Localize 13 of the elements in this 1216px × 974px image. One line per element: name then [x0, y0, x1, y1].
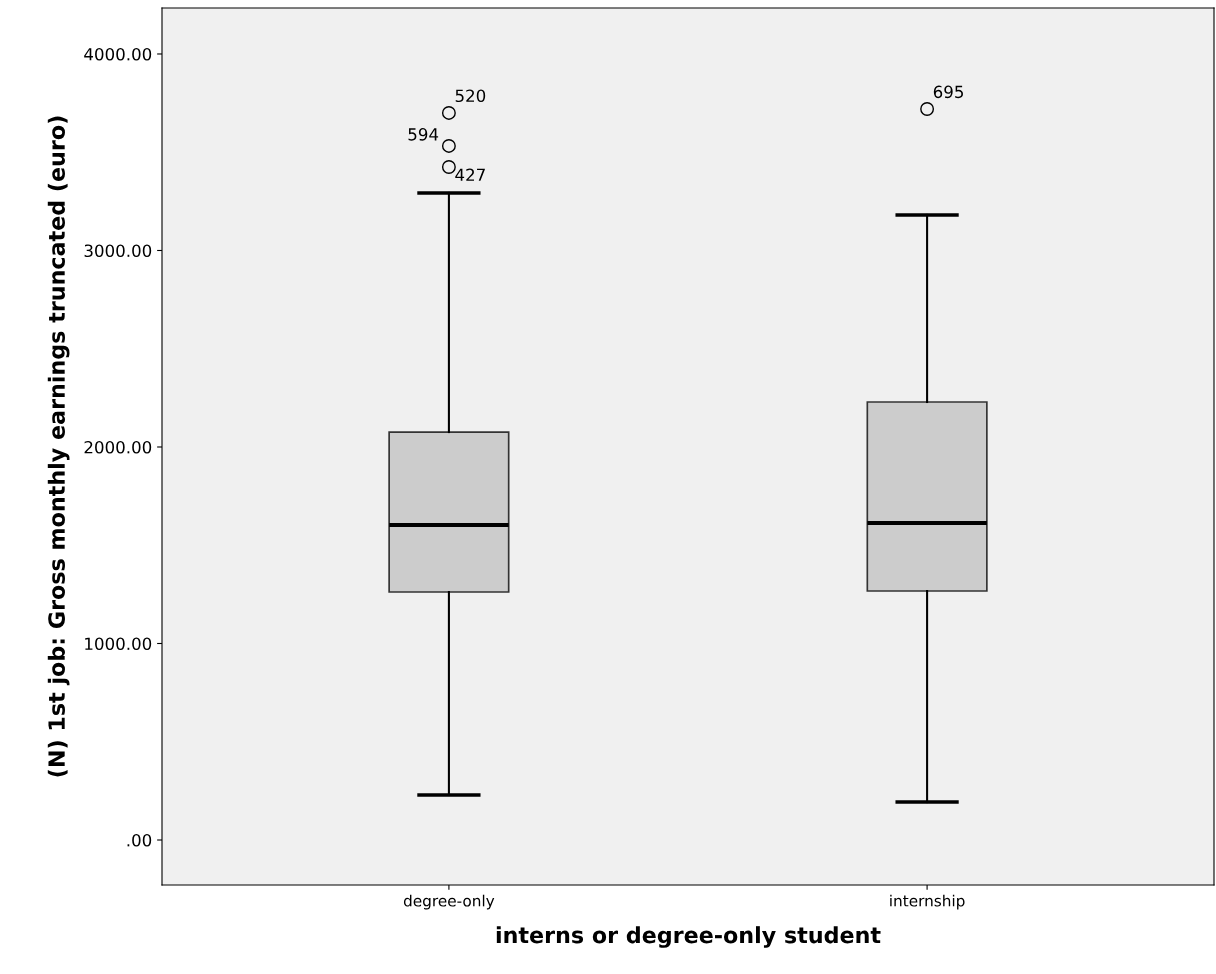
- x-tick-label: internship: [890, 894, 965, 910]
- y-tick-label: 2000.00: [84, 440, 152, 454]
- x-axis-title: interns or degree-only student: [496, 926, 881, 948]
- y-tick-label: 4000.00: [84, 47, 152, 61]
- x-tick-label: degree-only: [403, 894, 495, 910]
- annotation: 594: [408, 128, 439, 141]
- y-tick-label: 1000.00: [85, 637, 152, 651]
- annotation: 695: [933, 85, 963, 99]
- y-tick-label: .00: [127, 833, 152, 847]
- y-axis-title: (N) 1st job: Gross monthly earnings truncated (euro): [47, 116, 70, 777]
- annotation: 520: [455, 89, 486, 103]
- y-tick-label: 3000.00: [84, 244, 152, 258]
- annotation: 427: [455, 168, 485, 181]
